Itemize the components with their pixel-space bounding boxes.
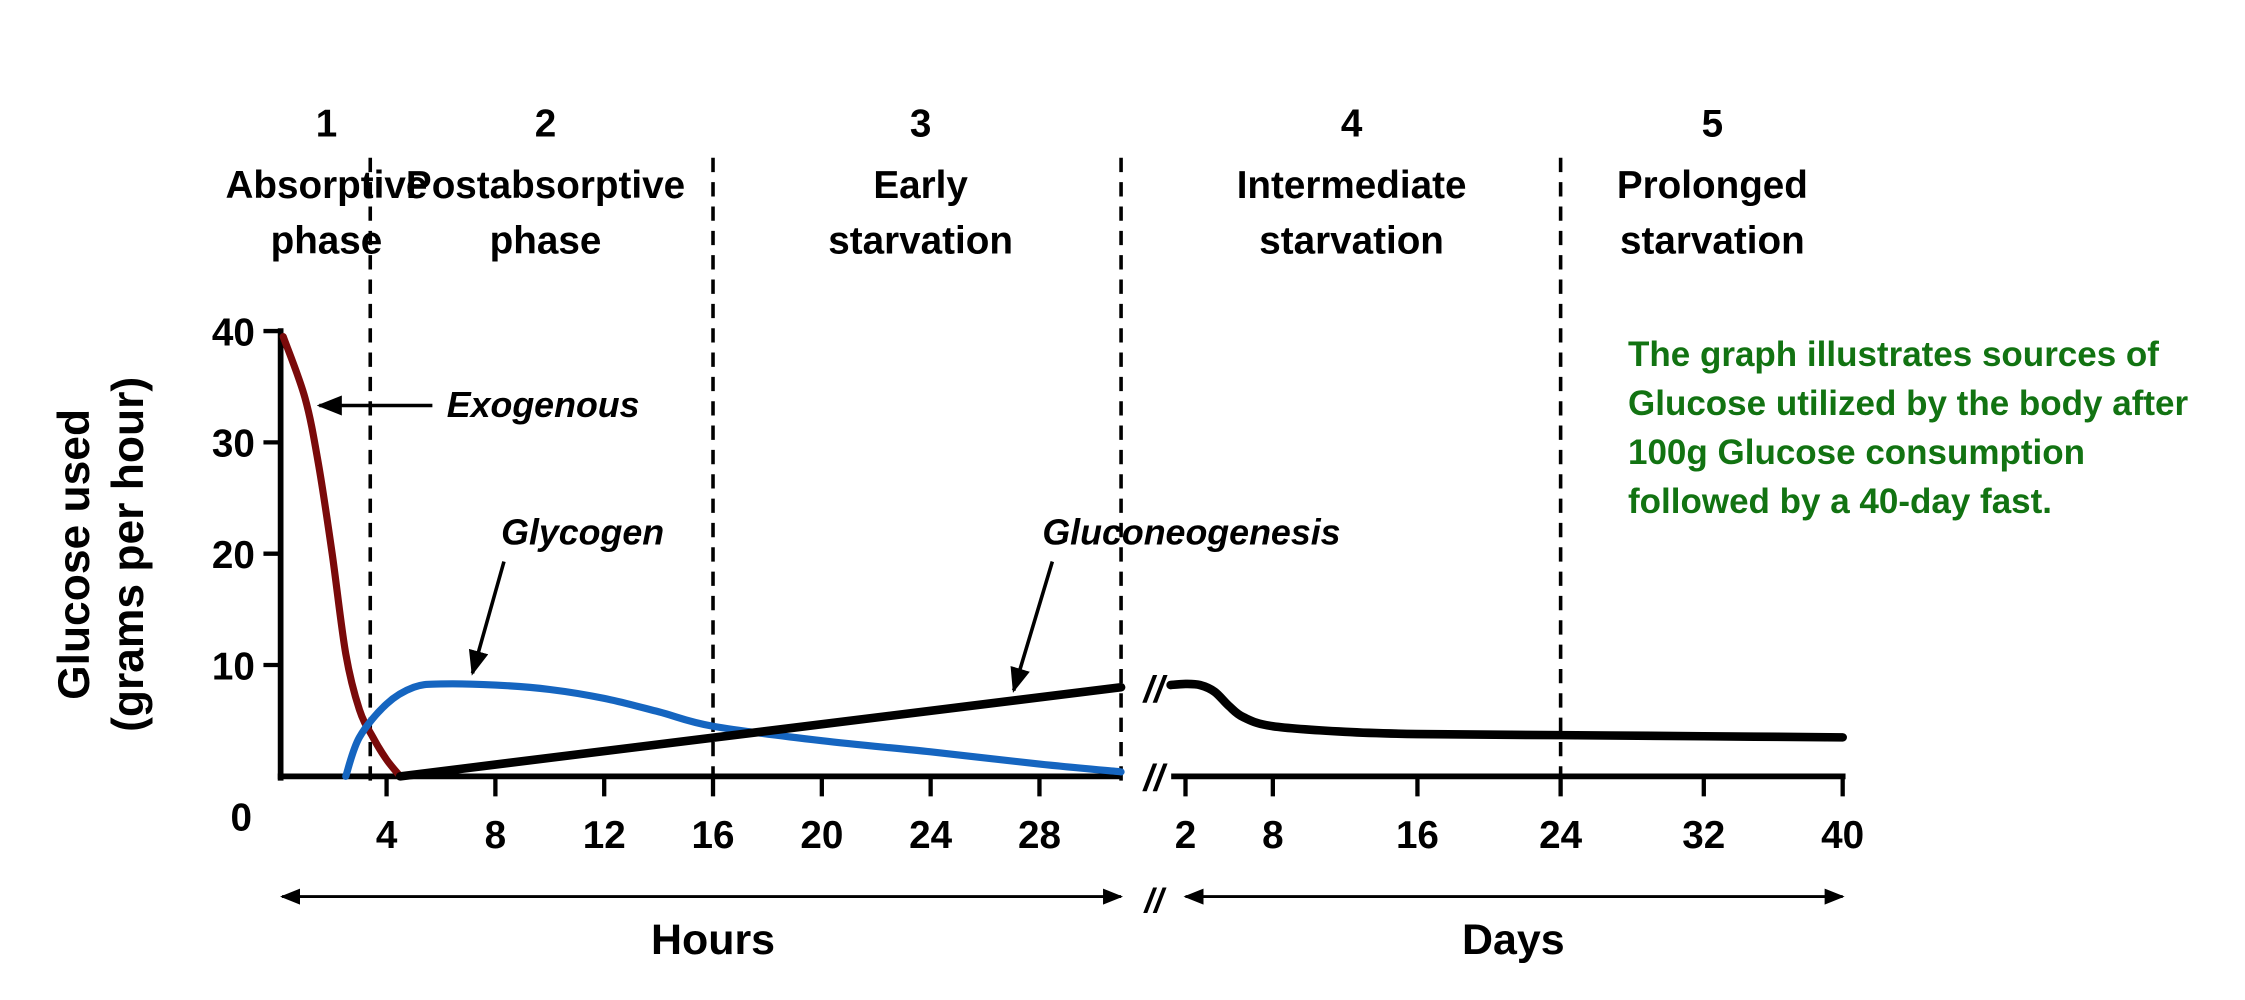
phase-subtitle-1: phase [271, 220, 383, 263]
phase-number-3: 3 [910, 102, 932, 145]
range-break-mark: // [1142, 882, 1167, 920]
label-gluconeogenesis: Gluconeogenesis [1042, 512, 1340, 552]
hours-tick-label-4: 4 [376, 814, 398, 857]
phase-subtitle-5: starvation [1620, 220, 1805, 263]
y-tick-label-0: 0 [230, 797, 252, 840]
hours-tick-label-16: 16 [692, 814, 735, 857]
y-tick-label-20: 20 [212, 534, 255, 577]
y-tick-label-40: 40 [212, 311, 255, 354]
hours-tick-label-20: 20 [800, 814, 843, 857]
series-gluconeogenesis-hours-line [395, 682, 1126, 781]
annotation-note: The graph illustrates sources of Glucose… [1628, 335, 2189, 521]
arrow-gluconeogenesis [1010, 561, 1055, 693]
hours-tick-label-8: 8 [485, 814, 507, 857]
axis-break-mark: // [1142, 757, 1168, 799]
phase-subtitle-2: phase [490, 220, 602, 263]
days-tick-label-32: 32 [1682, 814, 1725, 857]
y-tick-label-10: 10 [212, 645, 255, 688]
phase-number-5: 5 [1702, 102, 1724, 145]
days-tick-label-2: 2 [1175, 814, 1197, 857]
days-tick-label-8: 8 [1262, 814, 1284, 857]
series-gluconeogenesis-days-line [1166, 679, 1847, 742]
label-glycogen: Glycogen [501, 512, 664, 552]
ylabel-line1: Glucose used [50, 409, 99, 700]
hours-tick-label-12: 12 [583, 814, 626, 857]
curve-break-mark: // [1142, 668, 1168, 710]
xlabel-days: Days [1462, 916, 1565, 964]
hours-tick-label-28: 28 [1018, 814, 1061, 857]
ylabel-line2: (grams per hour) [104, 377, 153, 732]
phase-subtitle-4: starvation [1259, 220, 1444, 263]
xlabel-hours: Hours [651, 916, 775, 964]
phase-number-1: 1 [316, 102, 338, 145]
phase-title-1: Absorptive [226, 164, 428, 207]
days-tick-label-16: 16 [1396, 814, 1439, 857]
y-tick-label-30: 30 [212, 423, 255, 466]
phase-number-4: 4 [1341, 102, 1363, 145]
y-axis-label: Glucose used (grams per hour) [50, 377, 153, 732]
hours-tick-label-24: 24 [909, 814, 952, 857]
phase-title-4: Intermediate [1237, 164, 1467, 207]
days-tick-label-40: 40 [1821, 814, 1864, 857]
label-exogenous: Exogenous [447, 385, 640, 425]
phase-subtitle-3: starvation [828, 220, 1013, 263]
arrow-glycogen [468, 561, 506, 676]
phase-title-2: Postabsorptive [406, 164, 685, 207]
days-tick-label-24: 24 [1539, 814, 1582, 857]
phase-title-3: Early [873, 164, 968, 207]
phase-title-5: Prolonged [1617, 164, 1808, 207]
phase-number-2: 2 [535, 102, 557, 145]
series-exogenous-hours-line [279, 333, 404, 780]
series-glycogen-hours-line [342, 680, 1125, 780]
